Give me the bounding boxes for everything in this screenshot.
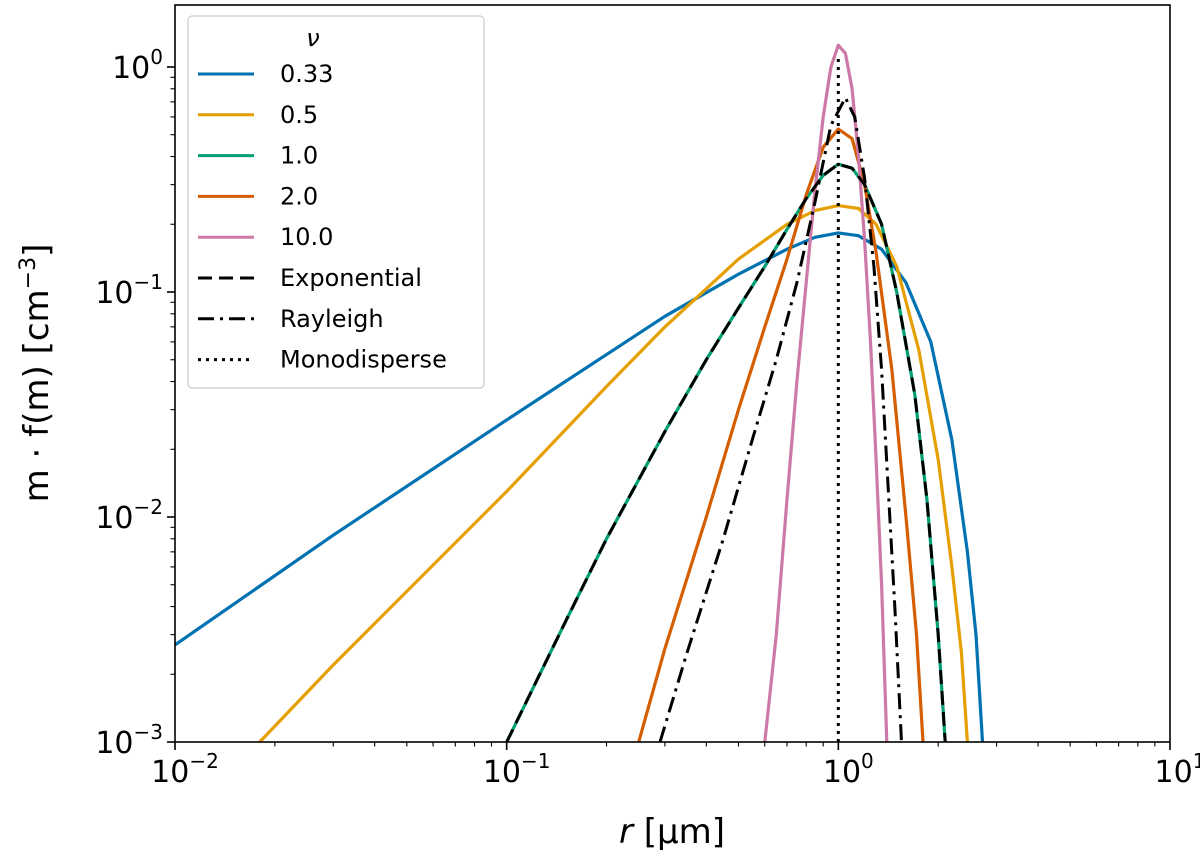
x-axis-label: r [μm] — [619, 812, 725, 852]
x-axis-label-unit: [μm] — [633, 812, 725, 852]
y-axis-label-main: m · f(m) [cm — [17, 289, 57, 502]
y-tick-label-2: 10−1 — [95, 270, 163, 311]
x-axis-label-var: r — [619, 812, 635, 852]
y-axis-label-sup: −3 — [16, 257, 41, 289]
series-line-3 — [637, 127, 925, 742]
legend-label-3: 2.0 — [280, 182, 318, 210]
legend-frame — [187, 15, 485, 389]
y-tick-label-0: 10−3 — [95, 720, 163, 761]
x-tick-label-1: 10−1 — [483, 749, 551, 790]
y-tick-label-1: 10−2 — [95, 495, 163, 536]
x-tick-label-3: 101 — [1155, 749, 1200, 790]
y-axis-label: m · f(m) [cm−3] — [16, 244, 57, 503]
legend-label-0: 0.33 — [280, 60, 333, 88]
legend-label-7: Monodisperse — [280, 346, 447, 374]
series-layer — [175, 43, 985, 742]
plot-frame — [174, 4, 1171, 743]
series-line-4 — [763, 43, 889, 742]
series-line-0 — [175, 231, 985, 742]
series-line-6 — [658, 96, 903, 742]
y-axis-label-end: ] — [17, 244, 57, 257]
legend-label-2: 1.0 — [280, 142, 318, 170]
legend-label-4: 10.0 — [280, 223, 333, 251]
legend-label-1: 0.5 — [280, 101, 318, 129]
y-tick-label-3: 100 — [112, 45, 163, 86]
series-line-5 — [505, 162, 947, 742]
x-tick-label-2: 100 — [823, 749, 874, 790]
legend-label-6: Rayleigh — [280, 305, 384, 333]
x-tick-label-0: 10−2 — [151, 749, 219, 790]
legend-entries: 0.33 0.5 1.0 2.0 10.0 Exponential Rayleigh Mono… — [198, 60, 447, 374]
legend: ν 0.33 0.5 1.0 2.0 10.0 Exponential Rayleigh Mo… — [187, 15, 485, 389]
legend-label-5: Exponential — [280, 264, 422, 292]
legend-title: ν — [306, 24, 319, 52]
